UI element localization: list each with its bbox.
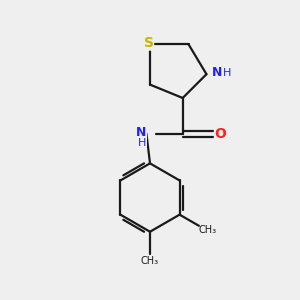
Text: CH₃: CH₃ [199,224,217,235]
Text: O: O [214,127,226,141]
Text: S: S [143,36,154,50]
Text: H: H [138,138,146,148]
Text: N: N [212,66,222,79]
Text: H: H [223,68,231,78]
Text: CH₃: CH₃ [141,256,159,266]
Text: N: N [136,126,146,139]
